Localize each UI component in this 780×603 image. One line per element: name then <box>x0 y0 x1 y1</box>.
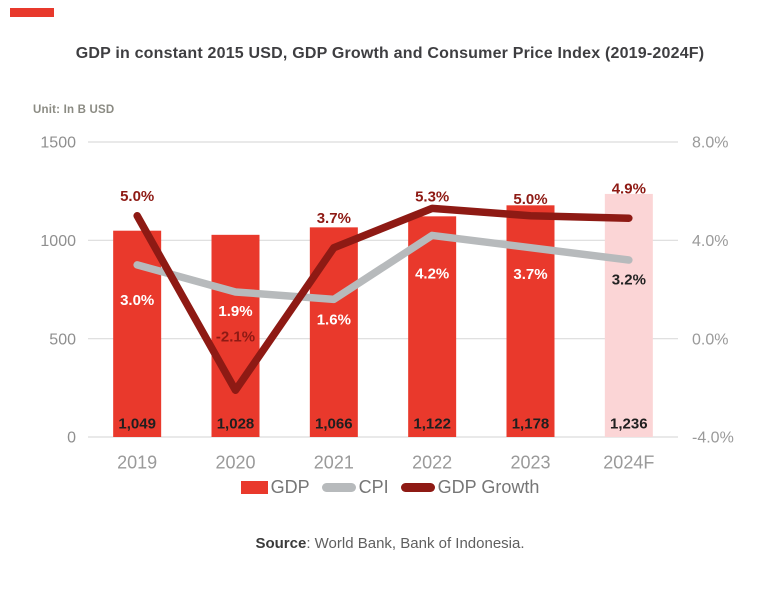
bar-2024F <box>604 193 653 437</box>
bar-value-label: 1,066 <box>315 415 353 432</box>
legend-swatch-gdp-growth <box>400 483 435 492</box>
gdp-growth-point-label: -2.1% <box>216 329 255 346</box>
gdp-growth-point-label: 3.7% <box>317 210 351 227</box>
cpi-point-label: 3.2% <box>612 271 646 288</box>
legend-label-gdp: GDP <box>270 477 310 497</box>
bar-2020 <box>211 234 260 437</box>
left-axis-tick: 500 <box>49 331 76 348</box>
cpi-point-label: 3.7% <box>513 266 547 283</box>
unit-label: Unit: In B USD <box>33 104 115 116</box>
x-axis-label-2020: 2020 <box>215 452 255 472</box>
x-axis-label-2024F: 2024F <box>603 452 654 472</box>
right-axis-tick: 0.0% <box>692 331 728 348</box>
right-axis-tick: 4.0% <box>692 233 728 250</box>
left-axis-tick: 0 <box>67 430 76 447</box>
x-axis-label-2022: 2022 <box>412 452 452 472</box>
cpi-point-label: 3.0% <box>120 292 154 309</box>
cpi-point-label: 1.6% <box>317 312 351 329</box>
bar-value-label: 1,122 <box>413 415 451 432</box>
gdp-growth-point-label: 5.0% <box>120 188 154 205</box>
source-label: Source <box>255 535 307 552</box>
gdp-growth-point-label: 5.0% <box>513 191 547 208</box>
cpi-line <box>133 231 633 304</box>
bar-value-label: 1,178 <box>512 415 550 432</box>
right-axis-tick: -4.0% <box>692 430 734 447</box>
bar-2023 <box>506 205 555 437</box>
x-axis-label-2021: 2021 <box>314 452 354 472</box>
right-axis-tick: 8.0% <box>692 135 728 152</box>
bar-value-label: 1,049 <box>118 415 156 432</box>
cpi-point-label: 1.9% <box>218 303 252 320</box>
bar-2022 <box>408 216 457 437</box>
gdp-growth-line <box>133 204 633 395</box>
bar-value-label: 1,236 <box>610 415 648 432</box>
x-axis-label-2019: 2019 <box>117 452 157 472</box>
gdp-growth-point-label: 4.9% <box>612 180 646 197</box>
left-axis-tick: 1000 <box>40 233 76 250</box>
bar-2021 <box>309 227 358 437</box>
x-axis-label-2023: 2023 <box>510 452 550 472</box>
bar-value-label: 1,028 <box>217 415 255 432</box>
chart-title: GDP in constant 2015 USD, GDP Growth and… <box>75 45 705 62</box>
cpi-point-label: 4.2% <box>415 266 449 283</box>
legend-swatch-gdp <box>240 481 268 494</box>
legend: GDP CPI GDP Growth <box>0 477 780 498</box>
brand-mark <box>10 8 54 17</box>
legend-label-gdp-growth: GDP Growth <box>437 477 540 497</box>
legend-swatch-cpi <box>321 483 356 492</box>
source-text: : World Bank, Bank of Indonesia. <box>306 535 525 552</box>
gdp-growth-point-label: 5.3% <box>415 189 449 206</box>
chart-canvas: 0 500 1000 1500 -4.0% 0.0% 4.0% 8.0% 3.0% 1.9% 1.6… <box>40 135 734 473</box>
left-axis-tick: 1500 <box>40 135 76 152</box>
legend-label-cpi: CPI <box>358 477 389 497</box>
chart-area: 0 500 1000 1500 -4.0% 0.0% 4.0% 8.0% 3.0% 1.9% 1.6… <box>0 128 780 476</box>
source-note: Source: World Bank, Bank of Indonesia. <box>0 535 780 552</box>
